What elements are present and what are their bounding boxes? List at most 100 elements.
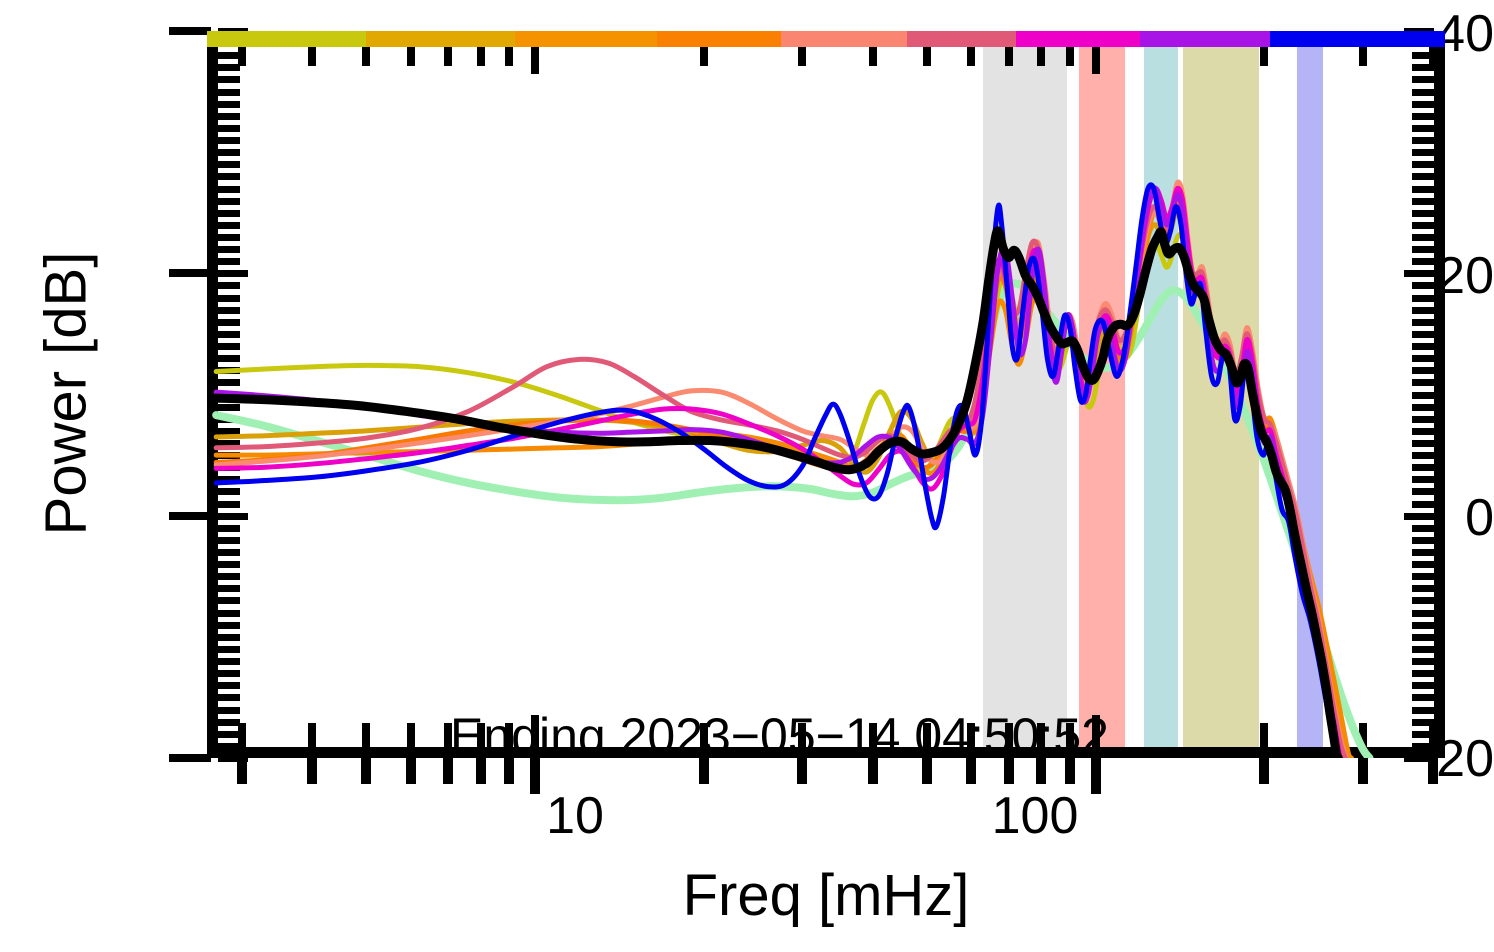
y-tick-18 [218,294,240,302]
x-tick-4 [307,723,316,747]
x-minortick-out-300 [1358,754,1369,784]
x-tick-30 [798,723,807,747]
y-tick-label-0: 0 [1465,489,1494,547]
ending-timestamp-annotation: Ending 2023−05−14 04:50:52 [450,708,1109,758]
y-tick-right--5 [1412,573,1434,581]
y-tick-7 [218,427,240,435]
y-tick-right--14 [1412,682,1434,690]
y-tick-right-30 [1412,149,1434,157]
y-tick-right-16 [1412,318,1434,326]
y-tick-right-21 [1412,258,1434,266]
y-tick-right-13 [1412,355,1434,363]
band-gray [983,31,1068,758]
y-tick--17 [218,718,240,726]
plot-canvas: Ending 2023−05−14 04:50:52 [207,31,1445,758]
y-tick-22 [218,246,240,254]
y-tick-20 [218,270,248,278]
x-tick-top-7 [444,42,453,66]
y-tick--16 [218,706,240,714]
y-tick--18 [218,730,240,738]
x-tick-top-8 [476,42,485,66]
y-tick-0 [218,512,248,520]
plot-area[interactable]: Ending 2023−05−14 04:50:52 [169,27,1445,794]
x-tick-top-4 [307,42,316,66]
y-tick-33 [218,112,240,120]
y-tick--2 [218,536,240,544]
y-tick-31 [218,137,240,145]
y-tick-right-8 [1412,415,1434,423]
x-tick-top-60 [967,42,976,66]
y-tick-23 [218,233,240,241]
y-tick-right-5 [1412,452,1434,460]
y-tick-9 [218,403,240,411]
y-tick--20 [218,755,248,762]
y-tick-right--8 [1412,609,1434,617]
y-tick-right--15 [1412,694,1434,702]
frame-bottom [207,747,1445,758]
y-tick-right-37 [1412,64,1434,72]
x-tick-7 [444,723,453,747]
colorbar-segment-0 [207,31,367,47]
x-tick-5 [362,723,371,747]
y-tick-right--16 [1412,706,1434,714]
y-tick-right-10 [1412,391,1434,399]
y-tick-34 [218,100,240,108]
y-tick-1 [218,500,240,508]
y-tick-right-24 [1412,221,1434,229]
series-trace-purple [213,185,1342,758]
x-minortick-out-80 [1036,754,1047,784]
y-tick-17 [218,306,240,314]
x-tick-top-50 [922,42,931,66]
y-tick-37 [218,64,240,72]
series-trace-orange [213,186,1354,758]
y-tick-3 [218,476,240,484]
y-tick-35 [218,88,240,96]
y-tick--9 [218,621,240,629]
y-tick-right-9 [1412,403,1434,411]
y-tick-11 [218,379,240,387]
y-tick-right-12 [1412,367,1434,375]
y-tick--13 [218,670,240,678]
y-tick-right--3 [1412,549,1434,557]
y-tick-right-0 [1404,512,1434,520]
x-minortick-out-400 [1428,754,1439,784]
y-tick-right--20 [1404,755,1434,762]
y-tick-right-6 [1412,439,1434,447]
colorbar-segment-7 [1139,31,1271,47]
x-tick-label-10: 10 [546,787,604,845]
y-tick-right-31 [1412,137,1434,145]
y-tick-30 [218,149,240,157]
x-minortick-out-50 [921,754,932,784]
y-tick-32 [218,124,240,132]
y-tick-right-2 [1412,488,1434,496]
y-tick-right-7 [1412,427,1434,435]
y-tick--8 [218,609,240,617]
x-tick-90 [1065,723,1074,747]
y-tick--7 [218,597,240,605]
x-tick-60 [967,723,976,747]
x-tick-top-40 [868,42,877,66]
y-tick-right-25 [1412,209,1434,217]
x-majortick-out-100 [1090,754,1101,794]
y-majortick-out-40 [169,27,211,35]
x-tick-top-300 [1359,42,1368,66]
x-tick-top-6 [406,42,415,66]
y-tick-right--12 [1412,658,1434,666]
y-tick--5 [218,573,240,581]
y-tick--6 [218,585,240,593]
y-tick-right-11 [1412,379,1434,387]
y-tick--12 [218,658,240,666]
series-mean [211,226,1343,758]
y-tick-right-15 [1412,330,1434,338]
colorbar-segment-4 [781,31,907,47]
y-tick-label-20: 20 [1436,247,1494,305]
x-tick-400 [1429,723,1438,747]
y-tick-24 [218,221,240,229]
y-tick--11 [218,645,240,653]
x-tick-top-70 [1004,42,1013,66]
x-tick-300 [1359,723,1368,747]
series-trace-magenta [213,185,1343,758]
frequency-colorbar [207,31,1445,47]
y-tick-right--9 [1412,621,1434,629]
